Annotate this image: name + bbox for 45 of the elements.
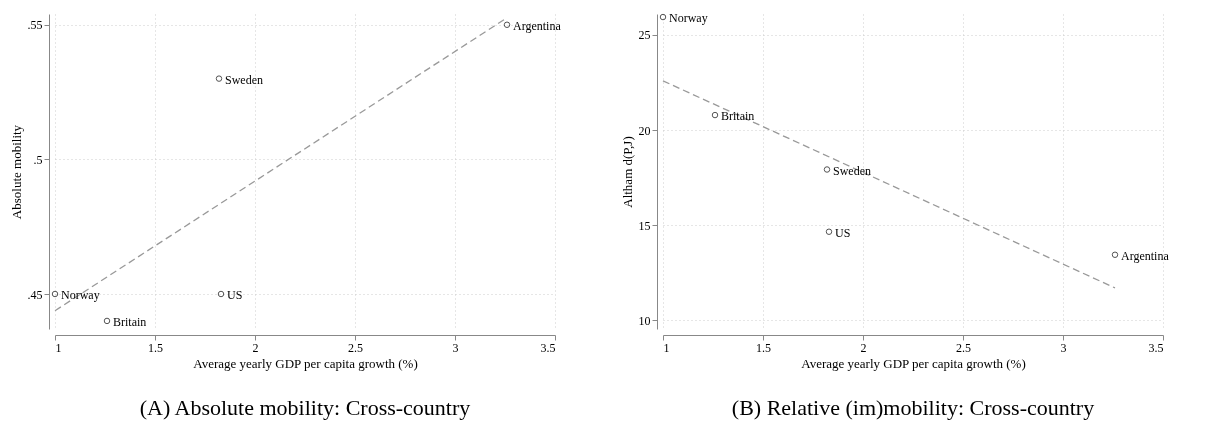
point bbox=[503, 21, 511, 28]
x-tick-label: 3.5 bbox=[540, 340, 556, 355]
x-tick-label: 2 bbox=[860, 340, 867, 355]
y-tick-label: .5 bbox=[33, 152, 43, 167]
point bbox=[823, 166, 831, 173]
x-tick-label: 1.5 bbox=[756, 340, 771, 355]
point bbox=[217, 290, 225, 298]
x-tick-label: 1 bbox=[55, 340, 62, 355]
annotation: Sweden bbox=[833, 163, 871, 178]
point bbox=[659, 13, 667, 21]
annotation: Norway bbox=[669, 11, 708, 26]
annotation: Norway bbox=[61, 288, 100, 302]
text: (B) Relative (im)mobility: Cross-country bbox=[731, 395, 1095, 420]
x-tick-label: 3 bbox=[452, 340, 459, 355]
y-axis-title: Altham d(P,J) bbox=[619, 136, 635, 208]
x-axis-title: Average yearly GDP per capita growth (%) bbox=[801, 355, 1026, 371]
annotation: Britain bbox=[113, 314, 147, 329]
x-axis-title: Average yearly GDP per capita growth (%) bbox=[193, 355, 418, 371]
point bbox=[51, 290, 59, 298]
y-tick-label: .45 bbox=[27, 287, 43, 302]
point bbox=[1111, 251, 1119, 258]
y-tick-label: 25 bbox=[638, 28, 651, 43]
x-tick-label: 3.5 bbox=[1148, 340, 1164, 355]
x-tick-label: 1 bbox=[663, 340, 670, 355]
point bbox=[103, 317, 111, 325]
y-tick-label: .55 bbox=[27, 18, 43, 33]
x-tick-label: 2.5 bbox=[348, 340, 363, 355]
point bbox=[825, 228, 833, 235]
y-tick-label: 20 bbox=[638, 123, 651, 138]
annotation: Argentina bbox=[513, 18, 562, 33]
y-axis-title: Absolute mobility bbox=[8, 124, 24, 220]
x-tick-label: 1.5 bbox=[148, 340, 163, 355]
annotation: US bbox=[227, 288, 243, 302]
annotation: Britain bbox=[721, 109, 755, 124]
x-tick-label: 3 bbox=[1060, 340, 1067, 355]
y-tick-label: 15 bbox=[638, 218, 651, 233]
x-tick-label: 2.5 bbox=[956, 340, 971, 355]
point bbox=[711, 111, 719, 119]
annotation: Sweden bbox=[225, 72, 263, 87]
annotation: Argentina bbox=[1121, 248, 1170, 263]
text: (A) Absolute mobility: Cross-country bbox=[139, 395, 471, 420]
point bbox=[215, 75, 223, 82]
x-tick-label: 2 bbox=[252, 340, 259, 355]
annotation: US bbox=[835, 225, 851, 240]
y-tick-label: 10 bbox=[638, 313, 651, 328]
